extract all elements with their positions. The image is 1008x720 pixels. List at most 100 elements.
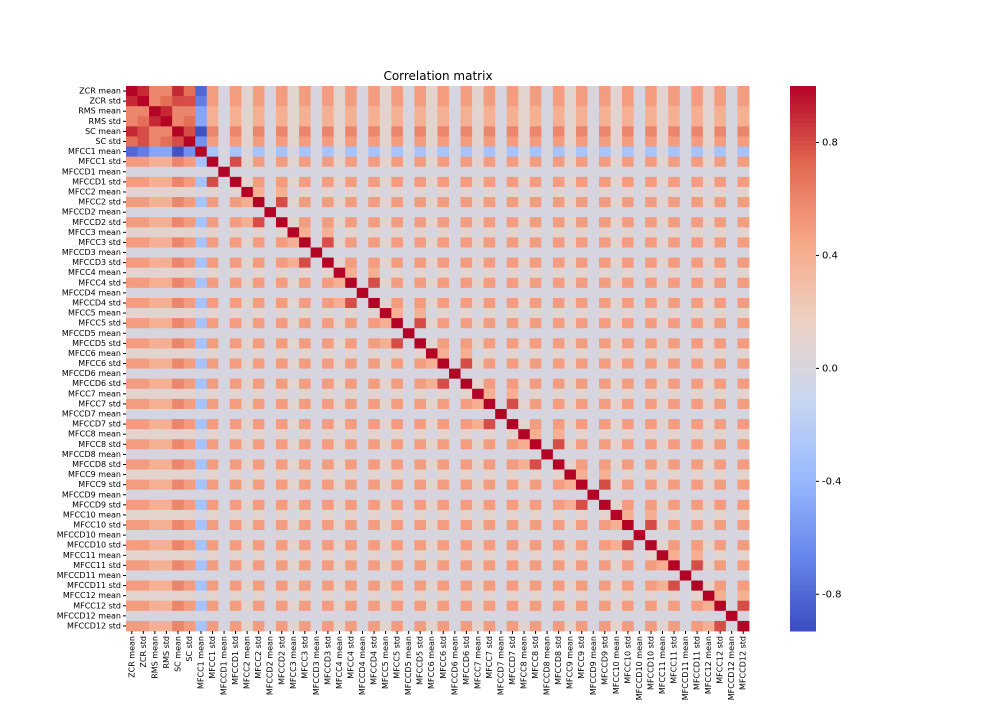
heatmap-cell: [737, 237, 750, 248]
heatmap-cell: [206, 348, 219, 359]
heatmap-cell: [345, 166, 358, 178]
heatmap-cell: [126, 570, 138, 581]
x-tick-label: MFCCD3 std: [323, 636, 332, 685]
heatmap-cell: [645, 297, 658, 309]
heatmap-cell: [575, 186, 588, 198]
colorbar-segment: [790, 558, 816, 564]
heatmap-cell: [633, 530, 646, 541]
heatmap-cell: [552, 459, 565, 470]
heatmap-cell: [333, 106, 346, 117]
heatmap-cell: [368, 287, 381, 299]
heatmap-cell: [633, 308, 646, 319]
colorbar-segment: [790, 99, 816, 105]
heatmap-cell: [333, 600, 346, 612]
y-tick-label: MFCCD2 std: [72, 218, 121, 227]
heatmap-cell: [610, 308, 623, 319]
heatmap-cell: [622, 186, 635, 198]
heatmap-cell: [264, 146, 277, 158]
heatmap-cell: [495, 419, 508, 430]
heatmap-cell: [460, 580, 473, 592]
heatmap-cell: [287, 156, 300, 168]
heatmap-cell: [645, 348, 658, 359]
heatmap-cell: [379, 247, 392, 258]
heatmap-cell: [356, 519, 369, 531]
heatmap-cell: [702, 388, 715, 400]
heatmap-cell: [137, 590, 150, 602]
heatmap-cell: [310, 358, 323, 369]
heatmap-cell: [252, 449, 265, 460]
heatmap-cell: [714, 530, 727, 541]
heatmap-cell: [402, 116, 415, 127]
heatmap-cell: [287, 408, 300, 420]
heatmap-cell: [402, 348, 415, 359]
heatmap-cell: [691, 348, 704, 359]
heatmap-cell: [495, 136, 508, 147]
heatmap-cell: [379, 318, 392, 329]
heatmap-cell: [518, 388, 531, 400]
y-tick-label: MFCCD4 std: [72, 298, 121, 307]
heatmap-cell: [483, 247, 496, 258]
heatmap-cell: [241, 237, 254, 248]
heatmap-cell: [691, 499, 704, 511]
heatmap-cell: [449, 469, 461, 481]
heatmap-cell: [172, 156, 185, 168]
heatmap-cell: [529, 106, 542, 117]
heatmap-cell: [622, 540, 635, 551]
heatmap-cell: [206, 368, 219, 380]
heatmap-cell: [702, 318, 715, 329]
heatmap-cell: [679, 408, 692, 420]
heatmap-cell: [183, 297, 196, 309]
colorbar-segment: [790, 213, 816, 219]
heatmap-cell: [472, 328, 485, 339]
heatmap-cell: [183, 318, 196, 329]
heatmap-cell: [575, 398, 588, 410]
heatmap-cell: [737, 348, 750, 359]
heatmap-cell: [333, 560, 346, 571]
heatmap-cell: [126, 489, 138, 501]
heatmap-cell: [252, 86, 265, 97]
heatmap-cell: [668, 277, 681, 289]
heatmap-cell: [275, 590, 288, 602]
heatmap-cell: [506, 600, 519, 612]
heatmap-cell: [368, 388, 381, 400]
heatmap-cell: [552, 590, 565, 602]
heatmap-cell: [287, 237, 300, 248]
heatmap-cell: [610, 489, 623, 501]
heatmap-cell: [725, 449, 738, 460]
heatmap-cell: [275, 227, 288, 238]
heatmap-cell: [206, 247, 219, 258]
heatmap-cell: [391, 308, 404, 319]
heatmap-cell: [472, 86, 485, 97]
heatmap-cell: [564, 419, 577, 430]
heatmap-cell: [587, 106, 600, 117]
heatmap-cell: [495, 257, 508, 269]
heatmap-cell: [299, 308, 311, 319]
heatmap-cell: [241, 86, 254, 97]
heatmap-cell: [541, 388, 554, 400]
heatmap-cell: [414, 328, 427, 339]
heatmap-cell: [495, 358, 508, 369]
colorbar-segment: [790, 522, 816, 528]
heatmap-cell: [137, 136, 150, 147]
heatmap-cell: [668, 580, 681, 592]
heatmap-cell: [575, 429, 588, 440]
heatmap-cell: [552, 227, 565, 238]
heatmap-cell: [299, 610, 311, 622]
heatmap-cell: [252, 348, 265, 359]
heatmap-cell: [160, 237, 173, 248]
heatmap-cell: [275, 489, 288, 501]
heatmap-cell: [126, 590, 138, 602]
heatmap-cell: [299, 368, 311, 380]
heatmap-cell: [310, 318, 323, 329]
heatmap-cell: [714, 469, 727, 481]
heatmap-cell: [287, 96, 300, 107]
heatmap-cell: [137, 408, 150, 420]
heatmap-cell: [702, 439, 715, 450]
colorbar-segment: [790, 449, 816, 455]
heatmap-cell: [679, 297, 692, 309]
heatmap-cell: [425, 348, 438, 359]
heatmap-cell: [299, 116, 311, 127]
heatmap-cell: [564, 126, 577, 137]
heatmap-cell: [195, 429, 208, 440]
heatmap-cell: [541, 146, 554, 158]
